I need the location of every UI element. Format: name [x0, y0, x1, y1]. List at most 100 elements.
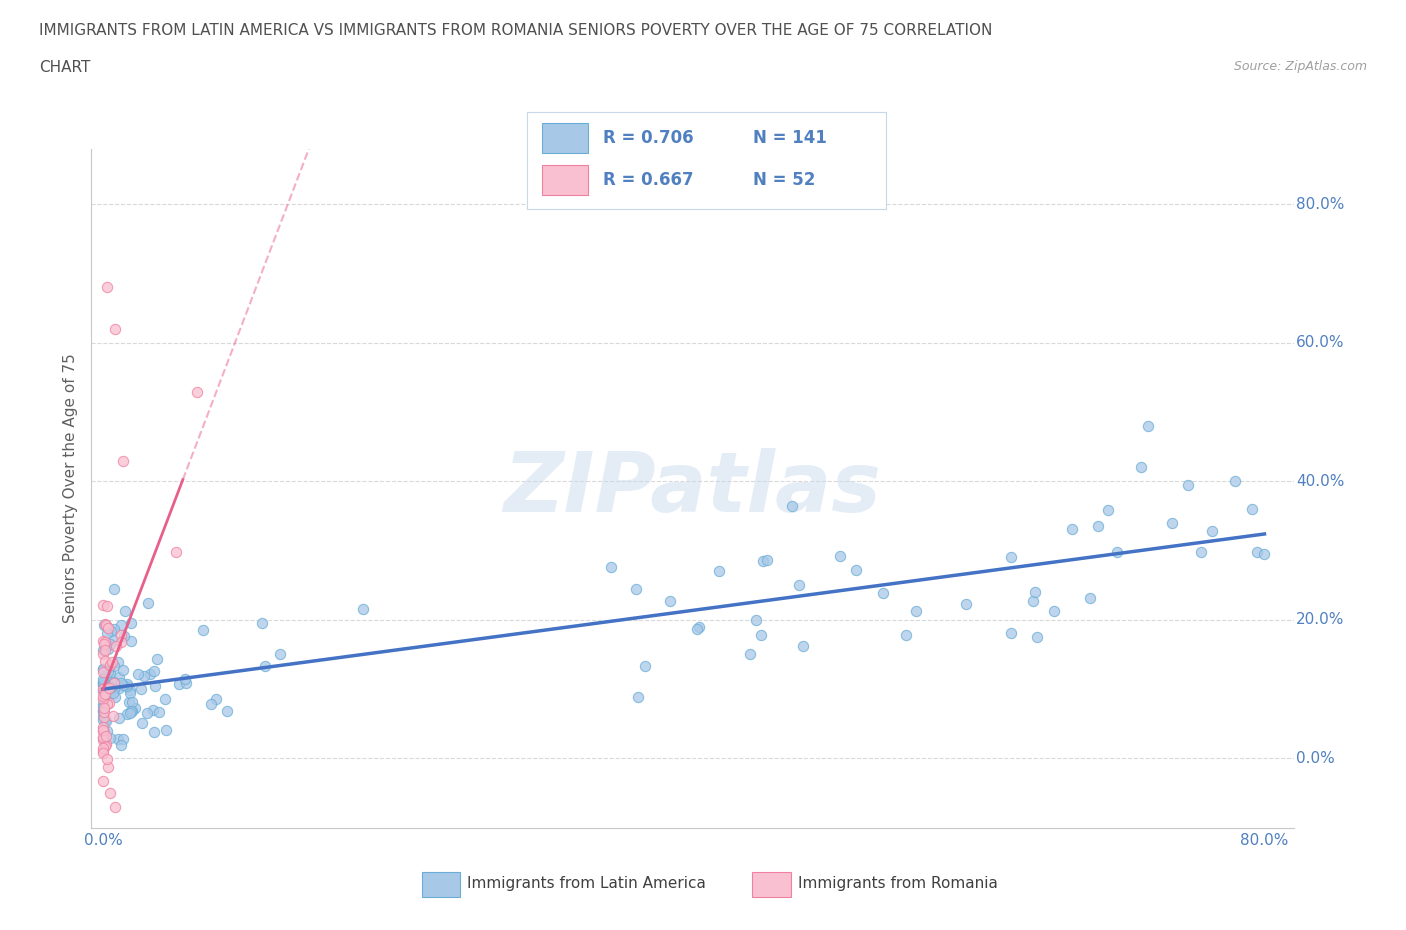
Point: [112, 453, 135, 468]
Point: [91, 665, 114, 680]
Point: [1060, 522, 1083, 537]
Point: [142, 724, 165, 739]
Point: [200, 697, 222, 711]
Point: [94, 654, 117, 669]
Point: [845, 563, 868, 578]
Point: [94, 688, 117, 703]
Point: [94, 737, 117, 752]
Text: 80.0%: 80.0%: [1296, 197, 1344, 212]
Point: [1000, 550, 1022, 565]
Point: [98, 658, 121, 672]
Point: [103, 675, 125, 690]
Point: [97, 660, 120, 675]
Point: [135, 705, 157, 720]
Point: [145, 651, 167, 666]
Point: [98, 786, 121, 801]
Point: [91, 723, 114, 737]
Point: [93, 738, 115, 753]
Point: [1253, 546, 1275, 561]
Text: Immigrants from Romania: Immigrants from Romania: [799, 876, 998, 891]
Point: [186, 385, 208, 400]
Point: [1022, 593, 1045, 608]
Point: [129, 682, 152, 697]
Point: [111, 732, 134, 747]
Point: [105, 639, 128, 654]
Point: [94, 712, 117, 727]
Point: [107, 711, 129, 725]
Point: [127, 666, 149, 681]
Point: [205, 691, 228, 706]
Point: [101, 685, 124, 700]
Point: [93, 680, 115, 695]
Point: [91, 713, 114, 728]
Point: [97, 620, 120, 635]
Text: 20.0%: 20.0%: [1296, 612, 1344, 628]
Point: [136, 596, 159, 611]
Point: [91, 633, 114, 648]
Point: [120, 634, 142, 649]
Bar: [541, 124, 588, 153]
Point: [100, 623, 122, 638]
Point: [118, 705, 141, 720]
Point: [93, 710, 115, 724]
Point: [626, 581, 648, 596]
Point: [1225, 474, 1247, 489]
Point: [115, 707, 138, 722]
Point: [905, 604, 928, 618]
Point: [110, 676, 132, 691]
Point: [91, 704, 114, 719]
Point: [93, 637, 115, 652]
Point: [97, 759, 120, 774]
Point: [1024, 584, 1046, 599]
Point: [787, 578, 810, 592]
Point: [91, 704, 114, 719]
Point: [91, 774, 114, 789]
Point: [115, 677, 138, 692]
Point: [91, 678, 114, 693]
Point: [98, 731, 121, 746]
Point: [97, 664, 120, 679]
Point: [91, 720, 114, 735]
Point: [112, 628, 135, 643]
Point: [155, 723, 177, 737]
Point: [93, 671, 115, 686]
Point: [103, 582, 125, 597]
Point: [872, 585, 894, 600]
Point: [103, 658, 125, 673]
Text: IMMIGRANTS FROM LATIN AMERICA VS IMMIGRANTS FROM ROMANIA SENIORS POVERTY OVER TH: IMMIGRANTS FROM LATIN AMERICA VS IMMIGRA…: [39, 23, 993, 38]
Point: [752, 553, 775, 568]
Point: [709, 564, 731, 578]
Point: [94, 714, 117, 729]
Point: [93, 686, 115, 701]
Point: [91, 692, 114, 707]
Point: [1087, 518, 1109, 533]
Point: [103, 675, 125, 690]
Text: R = 0.667: R = 0.667: [603, 171, 693, 189]
Bar: [752, 872, 792, 897]
Text: N = 52: N = 52: [754, 171, 815, 189]
Point: [104, 689, 127, 704]
Point: [751, 628, 773, 643]
Point: [1043, 604, 1066, 618]
Point: [108, 670, 131, 684]
Point: [91, 643, 114, 658]
Point: [91, 745, 114, 760]
Point: [91, 661, 114, 676]
Point: [101, 632, 124, 647]
Point: [658, 593, 681, 608]
Point: [1177, 477, 1199, 492]
Point: [103, 682, 125, 697]
Point: [91, 731, 114, 746]
Point: [112, 678, 135, 693]
Point: [91, 709, 114, 724]
Point: [91, 646, 114, 661]
Point: [740, 646, 762, 661]
Point: [107, 731, 129, 746]
Point: [93, 639, 115, 654]
Point: [132, 669, 155, 684]
Point: [93, 684, 115, 699]
Point: [141, 703, 163, 718]
Point: [100, 680, 122, 695]
Text: N = 141: N = 141: [754, 129, 827, 147]
Text: R = 0.706: R = 0.706: [603, 129, 693, 147]
